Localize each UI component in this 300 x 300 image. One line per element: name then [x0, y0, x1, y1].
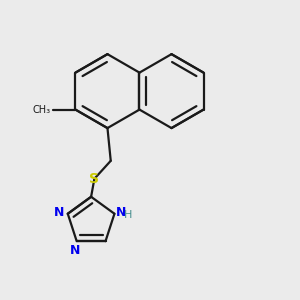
Text: N: N	[70, 244, 80, 257]
Text: S: S	[89, 172, 99, 186]
Text: N: N	[53, 206, 64, 219]
Text: CH₃: CH₃	[33, 105, 51, 115]
Text: N: N	[116, 206, 127, 219]
Text: H: H	[124, 210, 132, 220]
